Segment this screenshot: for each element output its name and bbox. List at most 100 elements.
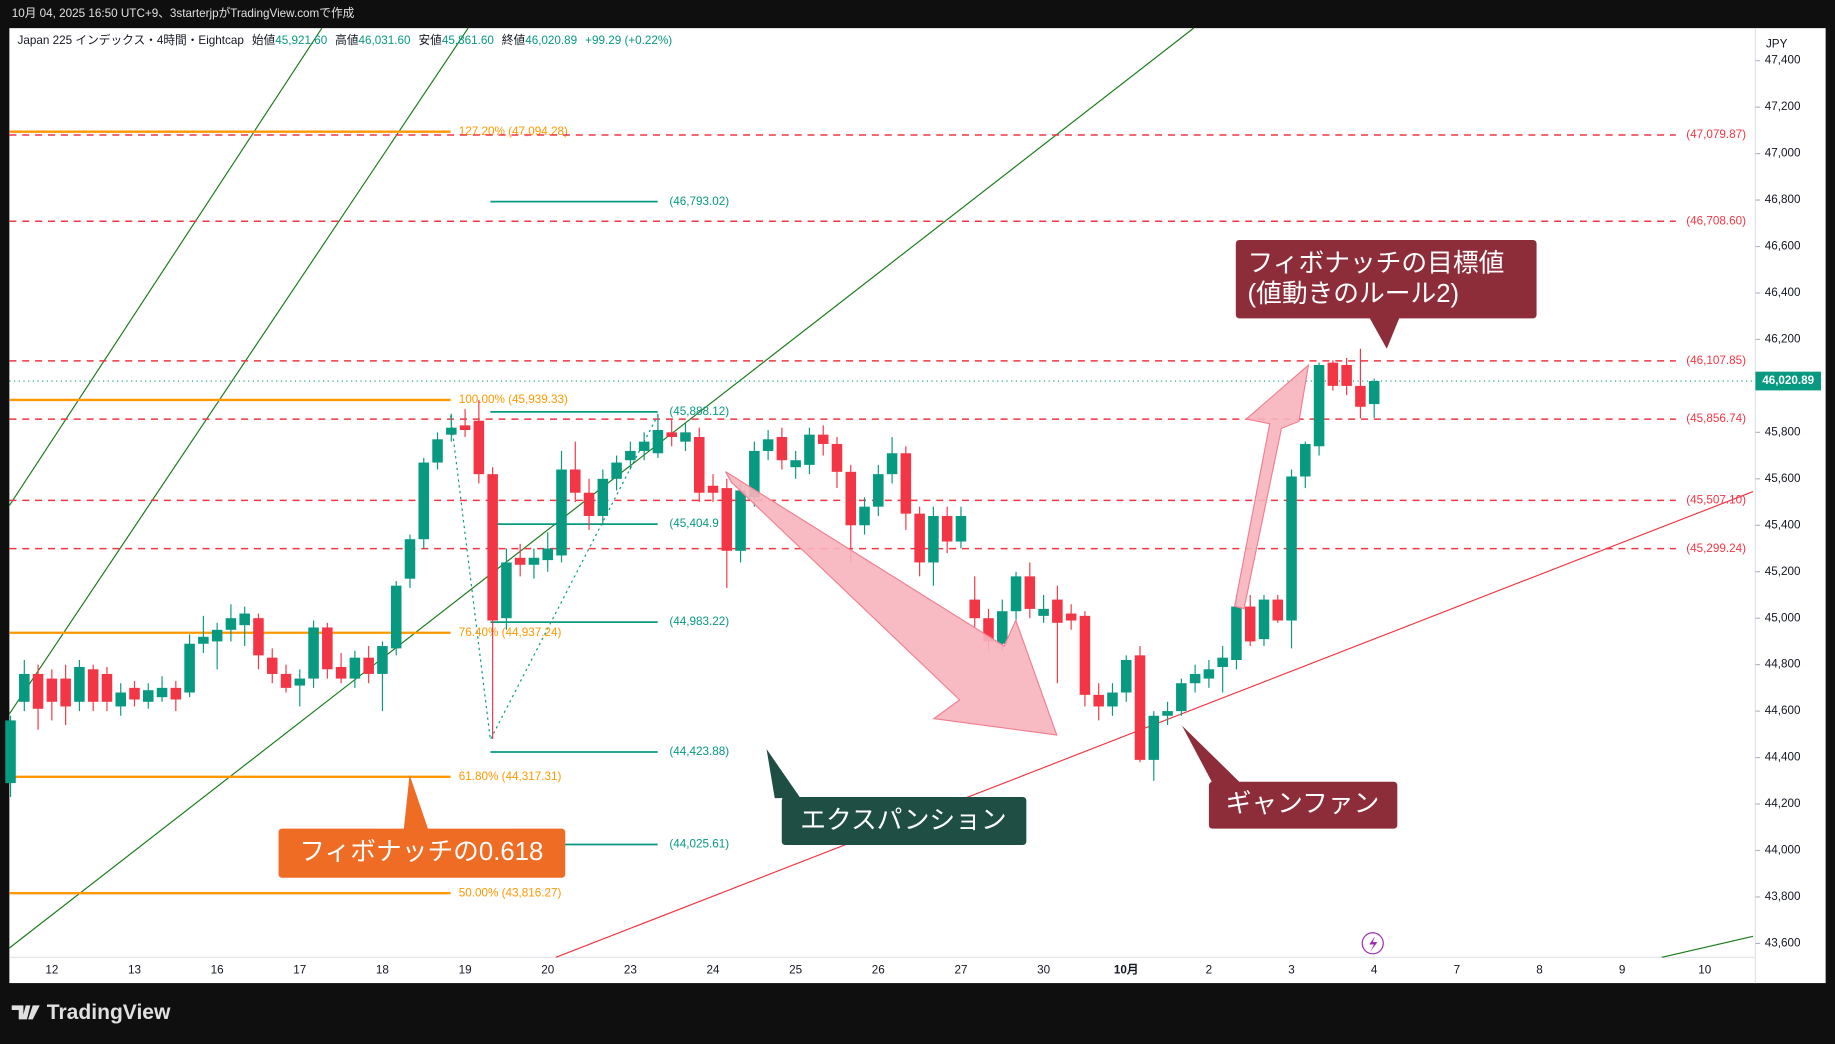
x-tick-label: 30	[1037, 963, 1051, 976]
candle-body	[693, 436, 705, 493]
candle-body	[74, 666, 85, 702]
candle-body	[1093, 694, 1104, 707]
candle-body	[542, 548, 553, 561]
callout: ギャンファン	[1181, 725, 1398, 829]
horizontal-line-label: (45,299.24)	[1686, 542, 1746, 555]
candle-body	[1052, 599, 1063, 623]
candle-body	[776, 436, 788, 461]
candle-body	[1355, 385, 1366, 407]
header: 10月 04, 2025 16:50 UTC+9、3starterjpがTrad…	[12, 6, 355, 20]
candle-body	[1217, 657, 1228, 667]
x-tick-label: 3	[1288, 963, 1295, 976]
candle-body	[1134, 655, 1146, 760]
candle-body	[1162, 711, 1173, 716]
x-tick-label: 20	[541, 963, 555, 976]
candle-body	[19, 673, 30, 702]
y-tick-label: 44,200	[1765, 797, 1801, 810]
x-tick-label: 27	[954, 963, 967, 976]
expansion-label: (45,404.9	[669, 517, 718, 530]
arrow	[725, 471, 1058, 736]
y-tick-label: 45,800	[1765, 425, 1801, 438]
x-tick-label: 13	[128, 963, 141, 976]
y-tick-label: 45,600	[1765, 472, 1801, 485]
candle-body	[487, 474, 498, 621]
y-tick-label: 46,800	[1765, 193, 1801, 206]
legend-value: 46,031.60	[359, 34, 411, 47]
x-tick-label: 10月	[1114, 963, 1139, 976]
candle-body	[253, 618, 264, 656]
candle-body	[446, 427, 457, 435]
candle-body	[997, 611, 1008, 644]
candle-body	[570, 469, 581, 493]
x-tick-label: 18	[376, 963, 389, 976]
y-tick-label: 46,600	[1765, 240, 1801, 253]
candle-body	[969, 599, 980, 619]
candle-body	[390, 585, 402, 649]
fib-label: 76.40% (44,937.24)	[459, 626, 562, 639]
candle-body	[873, 474, 884, 507]
x-tick-label: 16	[211, 963, 224, 976]
candle-body	[459, 425, 471, 431]
candle-body	[583, 492, 595, 516]
candle-body	[914, 513, 925, 563]
candle-body	[239, 613, 250, 626]
candle-body	[1038, 608, 1049, 616]
candle-body	[46, 678, 58, 702]
candle-body	[1272, 599, 1284, 621]
y-tick-label: 44,600	[1765, 704, 1801, 717]
candle-body	[1024, 576, 1036, 609]
fib-label: 100.00% (45,939.33)	[459, 393, 568, 406]
candle-body	[1313, 364, 1325, 447]
callout-text: (値動きのルール2)	[1248, 279, 1460, 308]
candle-body	[129, 687, 140, 700]
y-tick-label: 44,400	[1765, 751, 1801, 764]
y-tick-label: 45,200	[1765, 565, 1801, 578]
candle-body	[404, 539, 416, 579]
candle-body	[115, 692, 126, 707]
candle-body	[60, 678, 71, 707]
expansion-label: (44,983.22)	[669, 615, 729, 628]
x-tick-label: 26	[872, 963, 885, 976]
callout: フィボナッチの目標値 (値動きのルール2)	[1235, 239, 1537, 349]
candle-body	[762, 439, 774, 451]
legend-change: +99.29 (+0.22%)	[585, 34, 672, 47]
x-tick-label: 24	[707, 963, 721, 976]
callout: フィボナッチの0.618	[278, 774, 566, 878]
candle-body	[831, 443, 843, 472]
callout-text: フィボナッチの目標値	[1248, 248, 1505, 277]
x-tick-label: 4	[1371, 963, 1378, 976]
y-tick-label: 46,400	[1765, 286, 1801, 299]
fib-label: 50.00% (43,816.27)	[459, 886, 562, 899]
candle-body	[790, 460, 801, 468]
horizontal-line-label: (46,107.85)	[1686, 354, 1746, 367]
callout-text: ギャンファン	[1226, 790, 1380, 818]
callout-pointer	[766, 749, 801, 799]
callout-box	[1208, 781, 1398, 829]
candle-body	[735, 490, 746, 551]
candle-body	[1231, 606, 1242, 660]
x-tick-label: 25	[789, 963, 803, 976]
candle-body	[1341, 364, 1352, 386]
candle-body	[886, 453, 898, 475]
fib-label: 61.80% (44,317.31)	[459, 770, 562, 783]
candle-body	[322, 627, 333, 670]
arrow	[1233, 363, 1310, 610]
candle-body	[1189, 673, 1201, 684]
candle-body	[198, 636, 209, 644]
candle-body	[845, 471, 857, 526]
candle-body	[266, 657, 278, 674]
expansion-label: (44,025.61)	[669, 838, 729, 851]
callout-pointer	[403, 774, 429, 830]
candle-body	[1120, 659, 1132, 693]
candle-body	[501, 562, 512, 619]
candle-body	[804, 434, 815, 465]
y-tick-label: 44,800	[1765, 658, 1801, 671]
candle-body	[983, 618, 994, 642]
candle-body	[680, 432, 691, 442]
callout-text: フィボナッチの0.618	[299, 838, 543, 866]
horizontal-line-label: (47,079.87)	[1686, 128, 1746, 141]
candle-body	[1176, 683, 1187, 712]
legend-value: 45,921.60	[275, 34, 327, 47]
